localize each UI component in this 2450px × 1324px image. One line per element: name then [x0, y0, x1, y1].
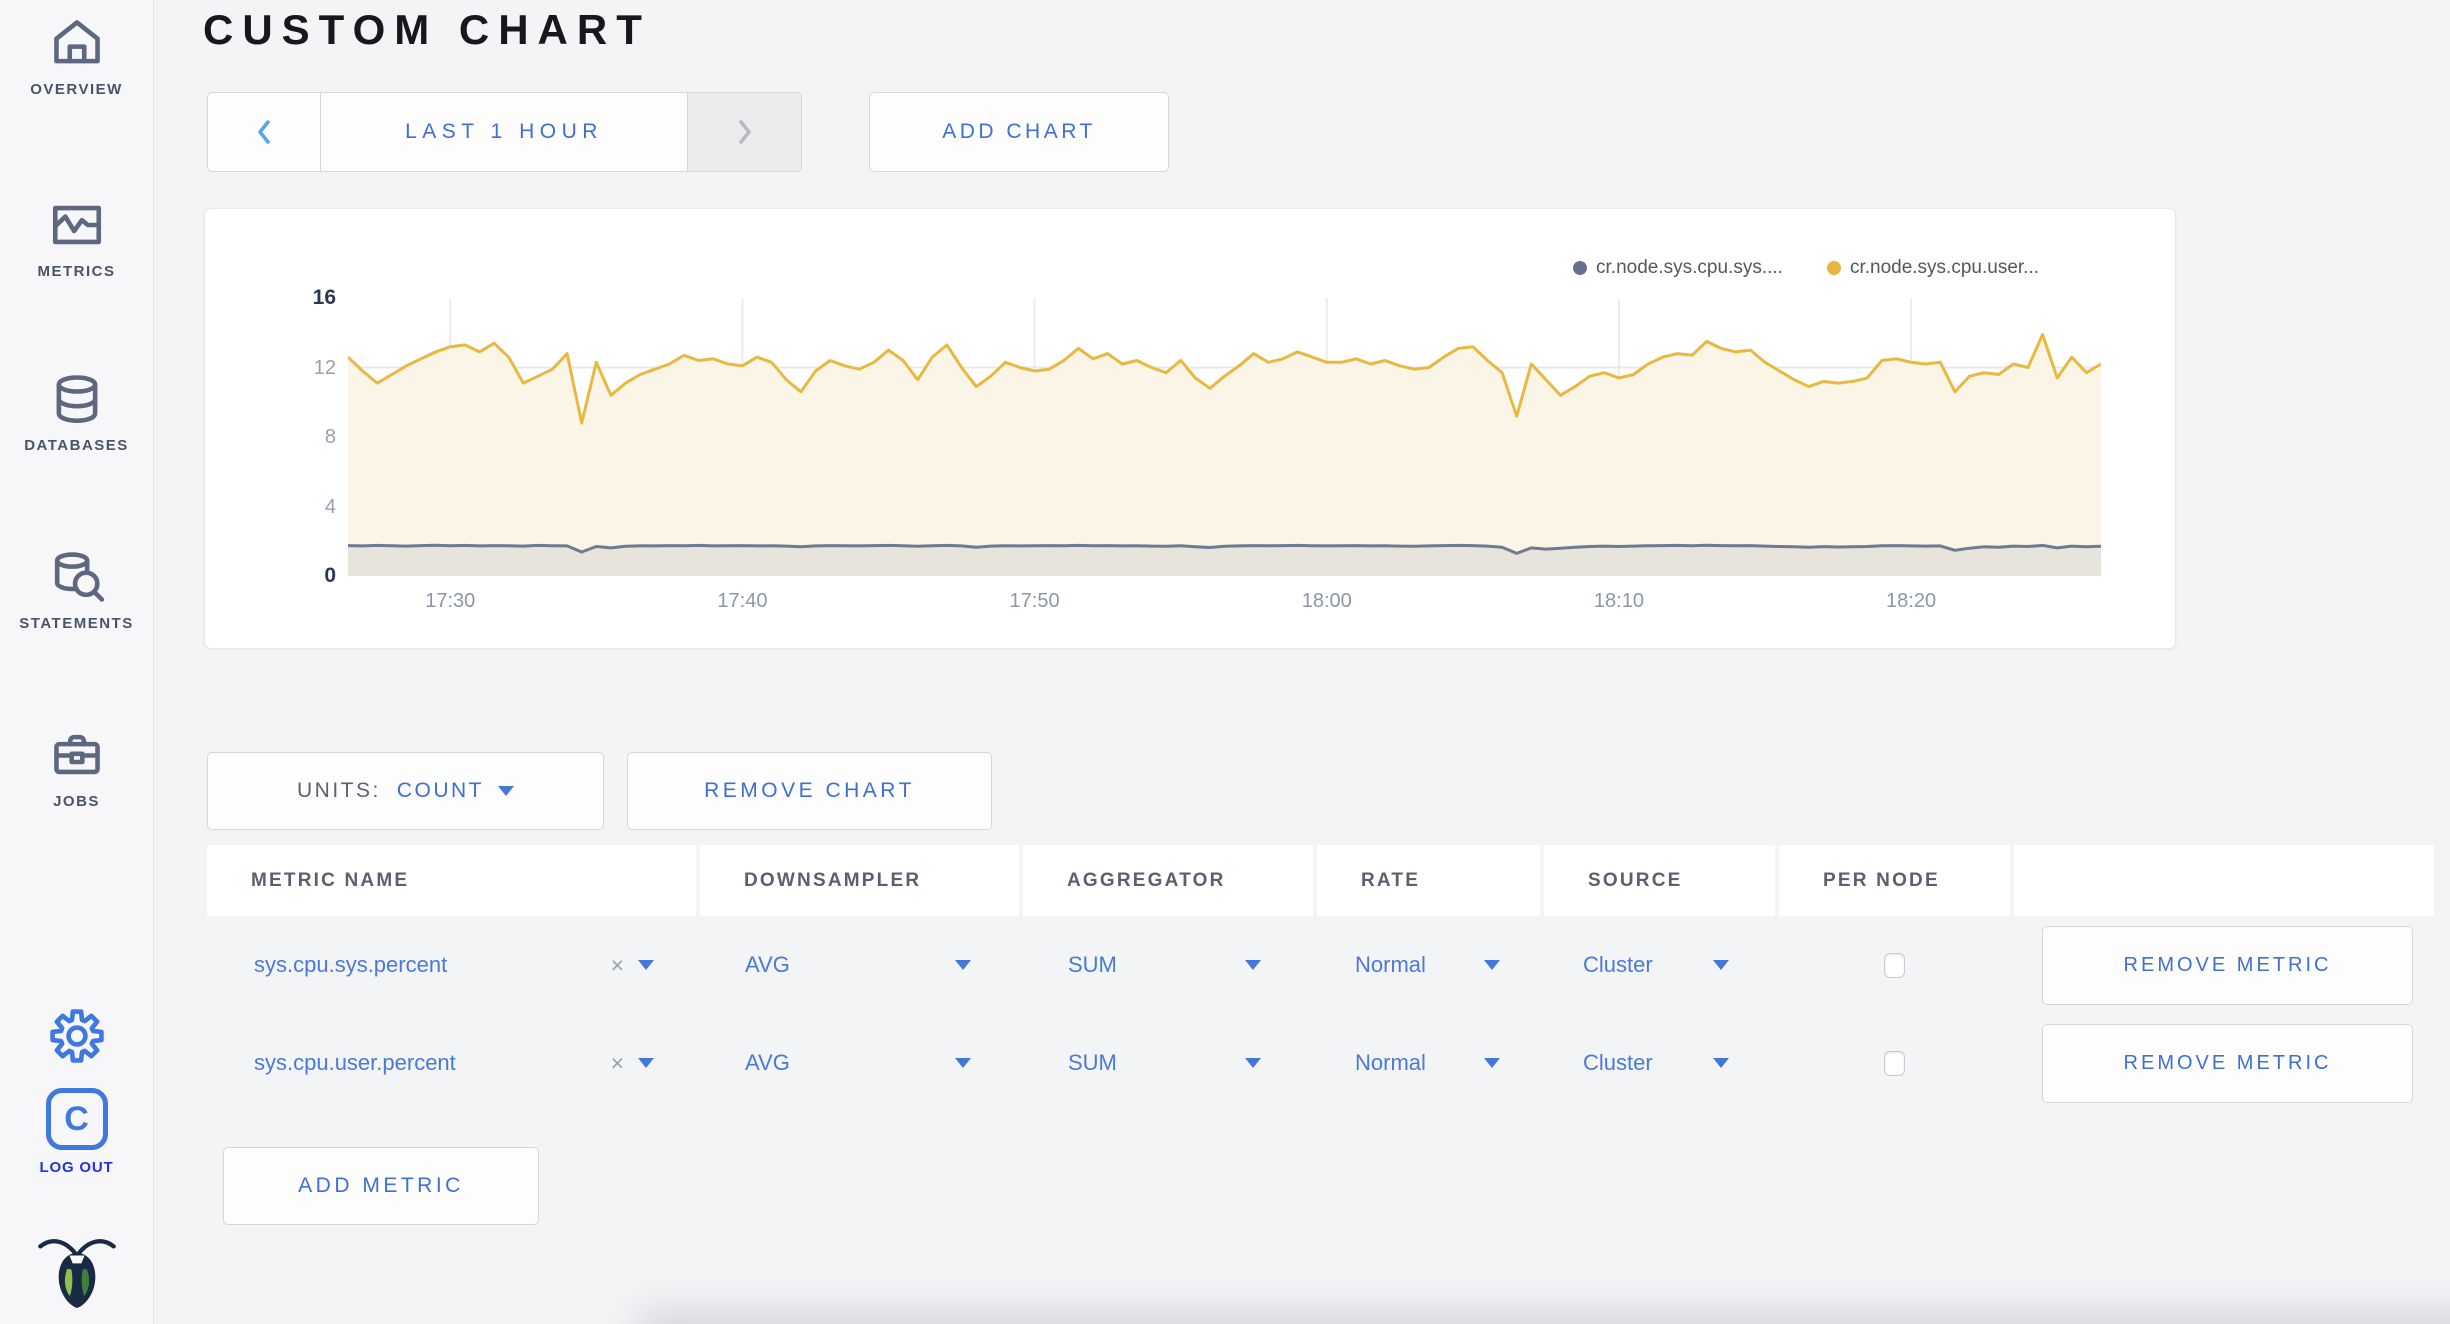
- cockroach-bug-icon: [37, 1239, 116, 1308]
- add-metric-button[interactable]: ADD METRIC: [223, 1147, 539, 1225]
- units-dropdown[interactable]: UNITS: COUNT: [207, 752, 604, 830]
- add-chart-button[interactable]: ADD CHART: [869, 92, 1169, 172]
- legend-label: cr.node.sys.cpu.sys....: [1596, 257, 1783, 278]
- sidebar-item-overview[interactable]: OVERVIEW: [0, 14, 153, 98]
- sidebar-settings[interactable]: [0, 1008, 153, 1064]
- aggregator-dropdown[interactable]: SUM: [1023, 1014, 1313, 1112]
- logout-label: LOG OUT: [39, 1159, 114, 1176]
- sidebar-logout[interactable]: C LOG OUT: [0, 1088, 153, 1176]
- chevron-down-icon[interactable]: [638, 960, 654, 970]
- column-header-aggregator: AGGREGATOR: [1023, 845, 1313, 916]
- chevron-down-icon: [955, 1058, 971, 1068]
- statements-icon: [54, 552, 104, 602]
- aggregator-dropdown[interactable]: SUM: [1023, 916, 1313, 1014]
- metrics-icon: [52, 205, 101, 245]
- source-dropdown[interactable]: Cluster: [1544, 916, 1775, 1014]
- legend-item-sys[interactable]: cr.node.sys.cpu.sys....: [1573, 257, 1783, 279]
- x-axis-tick: 17:30: [425, 590, 476, 612]
- metric-name-value: sys.cpu.sys.percent: [254, 952, 448, 977]
- actions-cell: REMOVE METRIC: [2014, 916, 2434, 1014]
- column-header-rate: RATE: [1317, 845, 1540, 916]
- chevron-left-icon: [258, 120, 270, 144]
- sidebar-item-metrics[interactable]: METRICS: [0, 196, 153, 280]
- clear-metric-icon[interactable]: ×: [610, 951, 624, 978]
- sidebar-item-label: METRICS: [37, 263, 116, 280]
- column-header-per-node: PER NODE: [1779, 845, 2010, 916]
- page-title: CUSTOM CHART: [203, 6, 651, 53]
- sidebar-item-label: OVERVIEW: [30, 81, 123, 98]
- time-window-selector: LAST 1 HOUR: [207, 92, 802, 172]
- chevron-down-icon: [1245, 1058, 1261, 1068]
- legend-dot: [1826, 261, 1841, 275]
- source-dropdown[interactable]: Cluster: [1544, 1014, 1775, 1112]
- x-axis-tick: 18:00: [1301, 590, 1352, 612]
- y-axis-tick: 4: [324, 495, 336, 518]
- downsampler-dropdown[interactable]: AVG: [700, 1014, 1019, 1112]
- time-window-next-button[interactable]: [687, 93, 801, 171]
- y-axis-tick: 16: [312, 286, 336, 309]
- column-header-actions: [2014, 845, 2434, 916]
- per-node-cell: [1779, 1014, 2010, 1112]
- time-window-prev-button[interactable]: [208, 93, 321, 171]
- time-window-label[interactable]: LAST 1 HOUR: [405, 120, 603, 143]
- per-node-cell: [1779, 916, 2010, 1014]
- sidebar-item-label: DATABASES: [24, 437, 129, 454]
- sidebar: OVERVIEW METRICS DATABASES: [0, 0, 154, 1324]
- y-axis-tick: 0: [324, 564, 336, 587]
- chevron-down-icon: [955, 960, 971, 970]
- rate-dropdown[interactable]: Normal: [1317, 916, 1540, 1014]
- chevron-down-icon: [1713, 1058, 1729, 1068]
- column-header-source: SOURCE: [1544, 845, 1775, 916]
- sidebar-brand: [0, 1234, 153, 1312]
- database-icon: [56, 375, 97, 424]
- sidebar-item-label: JOBS: [53, 793, 100, 810]
- y-axis-tick: 8: [324, 426, 336, 448]
- x-axis-tick: 17:40: [717, 590, 768, 612]
- chevron-down-icon: [1713, 960, 1729, 970]
- home-icon: [53, 20, 100, 64]
- legend-dot: [1573, 261, 1588, 275]
- table-row-metric-name[interactable]: sys.cpu.sys.percent ×: [207, 916, 696, 1014]
- per-node-checkbox[interactable]: [1884, 1050, 1905, 1076]
- units-label: UNITS:: [296, 779, 381, 802]
- remove-metric-button[interactable]: REMOVE METRIC: [2042, 925, 2413, 1005]
- x-axis-tick: 18:20: [1886, 590, 1937, 612]
- chevron-down-icon[interactable]: [638, 1058, 654, 1068]
- chevron-down-icon: [1245, 960, 1261, 970]
- metric-name-value: sys.cpu.user.percent: [254, 1050, 456, 1075]
- chevron-down-icon: [498, 786, 514, 796]
- y-axis-tick: 12: [313, 356, 336, 379]
- remove-metric-button[interactable]: REMOVE METRIC: [2042, 1023, 2413, 1103]
- legend-item-user[interactable]: cr.node.sys.cpu.user...: [1826, 257, 2039, 279]
- downsampler-dropdown[interactable]: AVG: [700, 916, 1019, 1014]
- timeseries-chart: [348, 298, 2101, 576]
- column-header-downsampler: DOWNSAMPLER: [700, 845, 1019, 916]
- briefcase-icon: [53, 734, 100, 775]
- rate-dropdown[interactable]: Normal: [1317, 1014, 1540, 1112]
- table-row-metric-name[interactable]: sys.cpu.user.percent ×: [207, 1014, 696, 1112]
- actions-cell: REMOVE METRIC: [2014, 1014, 2434, 1112]
- chevron-right-icon: [738, 120, 751, 144]
- column-header-metric-name: METRIC NAME: [207, 845, 696, 916]
- gear-icon: [49, 1009, 104, 1063]
- metrics-table: METRIC NAME DOWNSAMPLER AGGREGATOR RATE …: [207, 845, 2434, 1112]
- x-axis-tick: 18:10: [1593, 590, 1644, 612]
- chevron-down-icon: [1484, 1058, 1500, 1068]
- per-node-checkbox[interactable]: [1884, 952, 1905, 978]
- sidebar-item-databases[interactable]: DATABASES: [0, 370, 153, 454]
- clear-metric-icon[interactable]: ×: [610, 1049, 624, 1076]
- chevron-down-icon: [1484, 960, 1500, 970]
- chart-legend: cr.node.sys.cpu.sys.... cr.node.sys.cpu.…: [1573, 257, 2039, 279]
- sidebar-item-label: STATEMENTS: [19, 615, 134, 632]
- units-value: COUNT: [396, 779, 484, 802]
- legend-label: cr.node.sys.cpu.user...: [1849, 257, 2039, 278]
- sidebar-item-statements[interactable]: STATEMENTS: [0, 548, 153, 632]
- cockroach-c-icon: C: [45, 1088, 108, 1150]
- chart-card: cr.node.sys.cpu.sys.... cr.node.sys.cpu.…: [204, 208, 2176, 649]
- sidebar-item-jobs[interactable]: JOBS: [0, 726, 153, 810]
- x-axis-tick: 17:50: [1009, 590, 1060, 612]
- remove-chart-button[interactable]: REMOVE CHART: [627, 752, 992, 830]
